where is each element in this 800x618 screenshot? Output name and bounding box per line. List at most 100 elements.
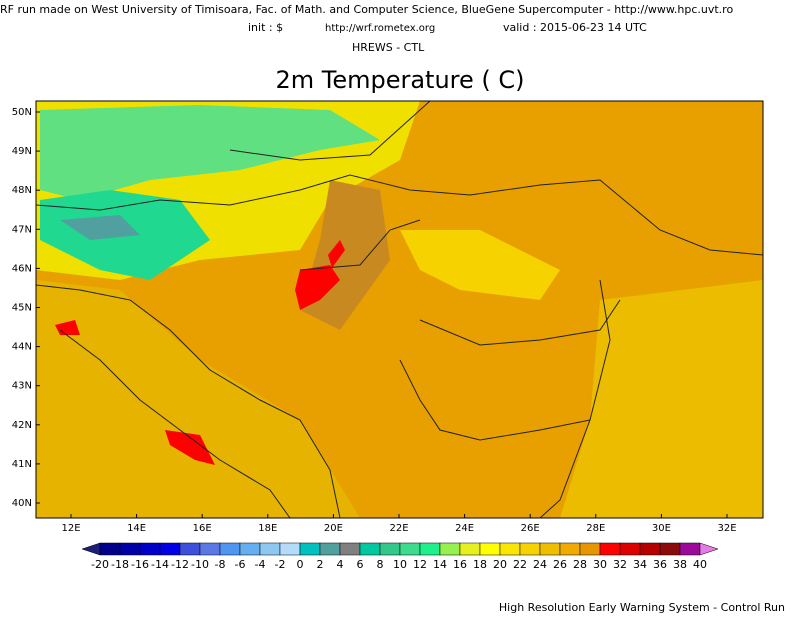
colorbar-box — [639, 542, 661, 556]
lon-label: 14E — [127, 523, 146, 534]
sea — [36, 280, 360, 518]
hot-spot — [328, 240, 345, 268]
colorbar-box — [139, 542, 161, 556]
colorbar-label: 0 — [297, 558, 304, 571]
hot-spot — [295, 265, 340, 310]
lon-label: 24E — [455, 523, 474, 534]
colorbar-label: -8 — [215, 558, 226, 571]
colorbar-box — [119, 542, 141, 556]
colorbar-box — [299, 542, 321, 556]
lat-label: 48N — [12, 185, 32, 196]
colorbar-box — [439, 542, 461, 556]
lon-label: 28E — [586, 523, 605, 534]
colorbar-label: 20 — [493, 558, 507, 571]
coastline — [539, 279, 611, 519]
lat-label: 45N — [12, 303, 32, 314]
colorbar-box — [419, 542, 441, 556]
colorbar-box — [179, 542, 201, 556]
colorbar-box — [219, 542, 241, 556]
sea — [560, 280, 763, 518]
colorbar-label: 10 — [393, 558, 407, 571]
colorbar-label: 18 — [473, 558, 487, 571]
lat-label: 43N — [12, 381, 32, 392]
colorbar-over — [699, 542, 719, 556]
colorbar-box — [399, 542, 421, 556]
colorbar-label: 6 — [357, 558, 364, 571]
colorbar-under — [81, 542, 101, 556]
colorbar-label: 8 — [377, 558, 384, 571]
lat-label: 50N — [12, 107, 32, 118]
lon-label: 22E — [389, 523, 408, 534]
border — [35, 174, 764, 256]
colorbar-label: 36 — [653, 558, 667, 571]
colorbar-label: 2 — [317, 558, 324, 571]
colorbar-box — [599, 542, 621, 556]
colorbar-label: 4 — [337, 558, 344, 571]
colorbar-box — [319, 542, 341, 556]
run-text: HREWS - CTL — [352, 41, 425, 54]
lon-label: 26E — [521, 523, 540, 534]
header-line: RF run made on West University of Timiso… — [0, 3, 733, 16]
colorbar-label: 24 — [533, 558, 547, 571]
colorbar-label: 26 — [553, 558, 567, 571]
lat-label: 47N — [12, 224, 32, 235]
colorbar-label: 12 — [413, 558, 427, 571]
colorbar-label: 30 — [593, 558, 607, 571]
colorbar-label: -20 — [91, 558, 109, 571]
colorbar-label: -18 — [111, 558, 129, 571]
colorbar-label: 34 — [633, 558, 647, 571]
colorbar-box — [679, 542, 701, 556]
border — [229, 100, 431, 161]
colorbar-label: 40 — [693, 558, 707, 571]
lat-label: 44N — [12, 342, 32, 353]
colorbar-box — [519, 542, 541, 556]
lon-label: 18E — [258, 523, 277, 534]
lat-label: 42N — [12, 420, 32, 431]
map — [35, 100, 764, 519]
green-region — [40, 105, 380, 200]
colorbar-label: -4 — [255, 558, 266, 571]
colorbar-label: -6 — [235, 558, 246, 571]
colorbar-box — [159, 542, 181, 556]
colorbar-label: 28 — [573, 558, 587, 571]
lat-label: 40N — [12, 498, 32, 509]
colorbar-box — [359, 542, 381, 556]
lat-label: 41N — [12, 459, 32, 470]
warm-region — [400, 230, 560, 300]
lat-label: 49N — [12, 146, 32, 157]
lat-label: 46N — [12, 263, 32, 274]
colorbar-box — [479, 542, 501, 556]
colorbar-box — [199, 542, 221, 556]
init-text: init : $ — [248, 21, 283, 34]
colorbar-label: 16 — [453, 558, 467, 571]
colorbar-box — [539, 542, 561, 556]
colorbar-box — [619, 542, 641, 556]
colorbar-box — [659, 542, 681, 556]
lon-label: 12E — [61, 523, 80, 534]
colorbar-box — [99, 542, 121, 556]
footer: High Resolution Early Warning System - C… — [499, 601, 785, 614]
colorbar-label: -10 — [191, 558, 209, 571]
lon-label: 16E — [193, 523, 212, 534]
cool-region — [60, 215, 140, 240]
colorbar-box — [259, 542, 281, 556]
colorbar-label: -14 — [151, 558, 169, 571]
colorbar-label: -16 — [131, 558, 149, 571]
colorbar-box — [279, 542, 301, 556]
colorbar-box — [559, 542, 581, 556]
hot-spot — [165, 430, 215, 465]
colorbar-box — [239, 542, 261, 556]
valid-text: valid : 2015-06-23 14 UTC — [503, 21, 647, 34]
colorbar-label: -2 — [275, 558, 286, 571]
lon-label: 32E — [717, 523, 736, 534]
title: 2m Temperature ( C) — [275, 66, 524, 94]
lon-label: 30E — [652, 523, 671, 534]
colorbar-box — [459, 542, 481, 556]
colorbar-label: 14 — [433, 558, 447, 571]
colorbar-box — [339, 542, 361, 556]
colorbar-box — [579, 542, 601, 556]
colorbar-label: 32 — [613, 558, 627, 571]
lon-label: 20E — [324, 523, 343, 534]
colorbar-box — [499, 542, 521, 556]
